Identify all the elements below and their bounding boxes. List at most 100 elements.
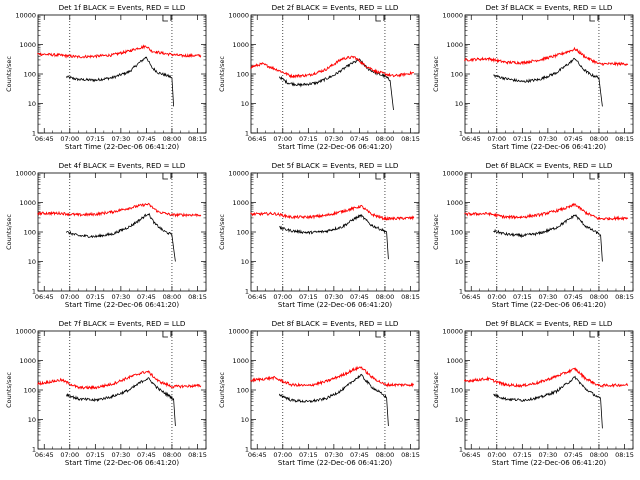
y-tick-label: 1000 xyxy=(19,199,36,207)
lld-series-line xyxy=(250,55,415,79)
l-bracket-marker xyxy=(589,173,595,180)
panel-det-7: Det 7f BLACK = Events, RED = LLD 1 10 100 10… xyxy=(5,319,207,467)
x-tick-label: 08:00 xyxy=(163,293,182,301)
y-tick-label: 1 xyxy=(32,129,36,137)
events-series-line xyxy=(279,373,389,427)
x-tick-label: 06:45 xyxy=(35,135,54,143)
x-tick-label: 08:00 xyxy=(590,293,609,301)
panel-det-2: Det 2f BLACK = Events, RED = LLD 1 10 100 10… xyxy=(218,3,420,151)
l-bracket-marker xyxy=(375,331,381,338)
x-tick-label: 08:15 xyxy=(401,451,420,459)
panel-det-8: Det 8f BLACK = Events, RED = LLD 1 10 100 10… xyxy=(218,319,420,467)
x-tick-label: 07:45 xyxy=(564,135,583,143)
panel-det-3: Det 3f BLACK = Events, RED = LLD 1 10 100 10… xyxy=(432,3,634,151)
x-tick-label: 07:30 xyxy=(324,451,343,459)
x-axis-label: Start Time (22-Dec-06 06:41:20) xyxy=(65,301,179,309)
x-tick-label: 07:30 xyxy=(111,293,130,301)
y-tick-label: 10 xyxy=(28,416,36,424)
lld-series-line xyxy=(463,367,629,389)
y-tick-label: 10 xyxy=(241,100,249,108)
x-tick-label: 06:45 xyxy=(35,451,54,459)
y-tick-label: 100 xyxy=(451,228,463,236)
events-series-line xyxy=(66,212,176,262)
x-tick-label: 07:30 xyxy=(111,135,130,143)
panel-title: Det 4f BLACK = Events, RED = LLD xyxy=(59,161,186,170)
panel-title: Det 2f BLACK = Events, RED = LLD xyxy=(272,3,399,12)
x-tick-label: 07:30 xyxy=(538,451,557,459)
y-tick-label: 10000 xyxy=(442,327,463,335)
x-tick-label: 07:15 xyxy=(299,293,318,301)
x-tick-label: 07:00 xyxy=(60,293,79,301)
panel-det-5: Det 5f BLACK = Events, RED = LLD 1 10 100 10… xyxy=(218,161,420,309)
x-tick-label: 07:00 xyxy=(487,135,506,143)
x-tick-label: 08:15 xyxy=(615,451,634,459)
l-bracket-marker xyxy=(162,331,168,338)
panel-det-6: Det 6f BLACK = Events, RED = LLD 1 10 100 10… xyxy=(432,161,634,309)
y-tick-label: 1 xyxy=(245,445,249,453)
y-tick-label: 10 xyxy=(28,100,36,108)
x-tick-label: 07:00 xyxy=(60,451,79,459)
lld-series-line xyxy=(464,202,629,222)
x-tick-label: 07:45 xyxy=(137,135,156,143)
y-axis-label: Counts/sec xyxy=(432,372,440,408)
x-tick-label: 08:00 xyxy=(590,451,609,459)
x-tick-label: 06:45 xyxy=(248,451,267,459)
y-axis-label: Counts/sec xyxy=(5,56,13,92)
x-axis-label: Start Time (22-Dec-06 06:41:20) xyxy=(65,459,179,467)
x-tick-label: 08:15 xyxy=(401,135,420,143)
panel-title: Det 9f BLACK = Events, RED = LLD xyxy=(486,319,613,328)
lld-series-line xyxy=(37,44,202,59)
y-tick-label: 1000 xyxy=(19,41,36,49)
y-tick-label: 100 xyxy=(24,70,36,78)
plot-frame xyxy=(464,172,634,292)
y-tick-label: 10000 xyxy=(15,327,36,335)
events-series-line xyxy=(66,56,174,107)
x-axis-label: Start Time (22-Dec-06 06:41:20) xyxy=(492,143,606,151)
y-tick-label: 10 xyxy=(28,258,36,266)
x-tick-label: 08:00 xyxy=(590,135,609,143)
x-tick-label: 07:15 xyxy=(513,135,532,143)
plot-frame xyxy=(37,330,207,450)
panel-det-4: Det 4f BLACK = Events, RED = LLD 1 10 100 10… xyxy=(5,161,207,309)
x-tick-label: 07:15 xyxy=(86,293,105,301)
plot-frame xyxy=(464,14,634,134)
l-bracket-marker xyxy=(375,173,381,180)
y-axis-label: Counts/sec xyxy=(5,214,13,250)
x-tick-label: 07:45 xyxy=(350,293,369,301)
y-tick-label: 100 xyxy=(237,386,249,394)
x-tick-label: 07:00 xyxy=(487,293,506,301)
y-axis-label: Counts/sec xyxy=(432,214,440,250)
y-tick-label: 100 xyxy=(237,70,249,78)
x-tick-label: 06:45 xyxy=(248,135,267,143)
y-tick-label: 1 xyxy=(245,129,249,137)
y-tick-label: 100 xyxy=(24,386,36,394)
x-tick-label: 07:30 xyxy=(538,293,557,301)
y-tick-label: 10000 xyxy=(15,169,36,177)
x-tick-label: 06:45 xyxy=(35,293,54,301)
y-tick-label: 1000 xyxy=(232,357,249,365)
x-tick-label: 07:15 xyxy=(86,451,105,459)
y-tick-label: 10 xyxy=(241,258,249,266)
x-tick-label: 07:30 xyxy=(538,135,557,143)
x-tick-label: 06:45 xyxy=(248,293,267,301)
y-tick-label: 10 xyxy=(455,416,463,424)
x-tick-label: 06:45 xyxy=(462,135,481,143)
l-bracket-marker xyxy=(162,15,168,22)
panel-det-1: Det 1f BLACK = Events, RED = LLD 1 10 100 10… xyxy=(5,3,207,151)
x-axis-label: Start Time (22-Dec-06 06:41:20) xyxy=(492,459,606,467)
x-tick-label: 08:15 xyxy=(188,135,207,143)
x-tick-label: 08:15 xyxy=(615,135,634,143)
y-tick-label: 100 xyxy=(24,228,36,236)
x-tick-label: 08:00 xyxy=(376,451,395,459)
x-tick-label: 07:45 xyxy=(350,451,369,459)
l-bracket-marker xyxy=(589,331,595,338)
lld-series-line xyxy=(250,204,415,221)
x-axis-label: Start Time (22-Dec-06 06:41:20) xyxy=(278,459,392,467)
y-tick-label: 1000 xyxy=(446,199,463,207)
panel-title: Det 7f BLACK = Events, RED = LLD xyxy=(59,319,186,328)
l-bracket-marker xyxy=(589,15,595,22)
x-tick-label: 07:45 xyxy=(564,451,583,459)
plot-frame xyxy=(250,172,420,292)
x-tick-label: 07:00 xyxy=(60,135,79,143)
x-tick-label: 08:00 xyxy=(163,135,182,143)
